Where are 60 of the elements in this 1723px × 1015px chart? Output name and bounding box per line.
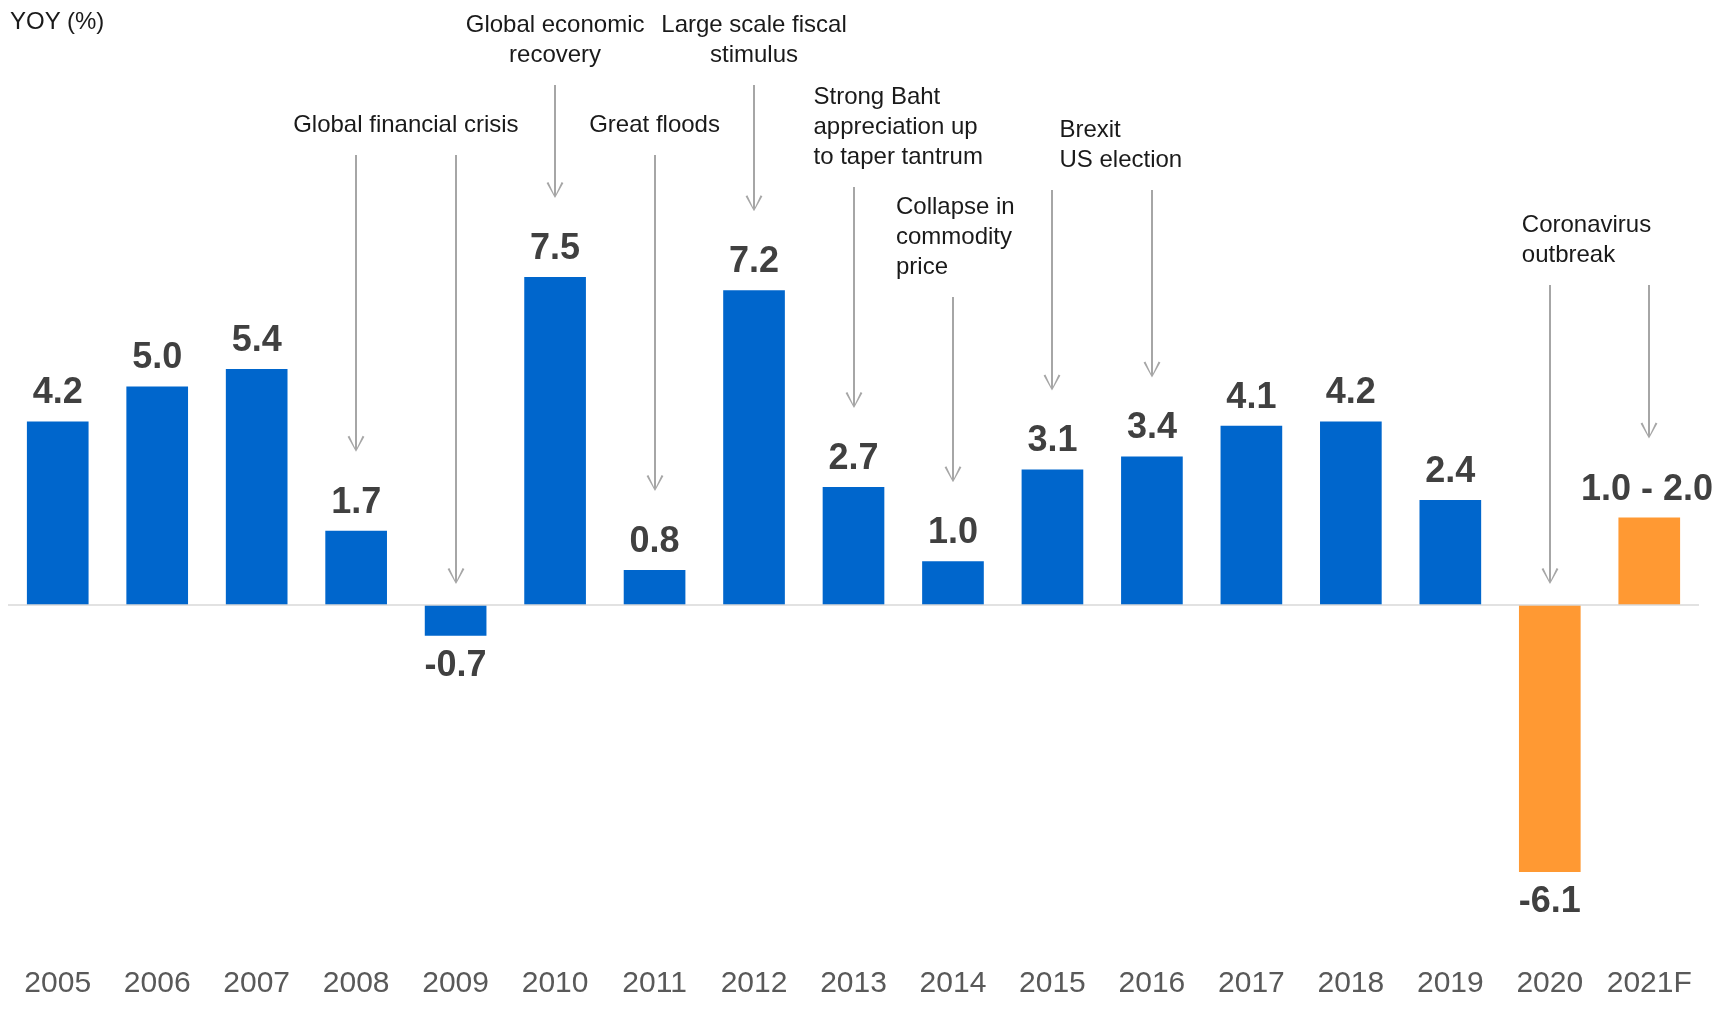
data-label: 2.4 [1425,449,1476,491]
text: Brexit US election [1059,114,1183,172]
bar [623,570,686,606]
data-label: 5.4 [231,317,282,359]
bar [1618,517,1681,606]
bar [1121,456,1183,606]
data-label: 4.1 [1226,374,1277,416]
bar [1320,421,1382,606]
x-tick-label: 2008 [322,965,390,999]
data-label: 4.2 [32,370,83,412]
x-tick-label: 2015 [1019,965,1086,999]
text: Great floods [589,109,720,137]
x-tick-label: 2013 [820,965,887,999]
x-tick-label: 2014 [919,965,987,999]
x-tick-label: 2020 [1516,965,1584,999]
x-tick-label: 2011 [622,965,687,999]
data-label: -6.1 [1518,878,1581,920]
x-tick-label: 2007 [223,965,291,999]
text: Strong Baht appreciation up to taper tantrum [813,81,983,169]
data-label: 3.4 [1126,405,1177,447]
bar [126,386,189,606]
x-tick-label: 2018 [1317,965,1385,999]
data-label: 1.0 [927,510,978,552]
data-label: 4.2 [1325,370,1376,412]
data-label: 0.8 [629,519,680,561]
data-label: 5.0 [132,335,183,377]
bar [723,290,785,606]
bar [325,530,387,606]
bar [524,277,586,606]
bar [1021,469,1084,606]
data-label: 3.1 [1027,418,1078,460]
x-tick-label: 2005 [24,965,92,999]
bar [822,487,885,606]
text: Coronavirus outbreak [1521,209,1652,267]
data-label: 2.7 [828,435,879,477]
x-tick-label: 2010 [521,965,589,999]
bar [1518,605,1581,872]
bar [26,421,89,606]
x-tick-label: 2016 [1118,965,1186,999]
bar [1220,425,1283,606]
data-label: 7.2 [729,239,780,281]
x-tick-label: 2009 [422,965,489,999]
x-tick-label: 2006 [123,965,191,999]
data-label: -0.7 [424,642,487,684]
text: Large scale fiscal stimulus [661,9,847,67]
bar [922,561,984,606]
data-label: 7.5 [530,225,581,267]
text: Global financial crisis [293,109,519,137]
text: Global economic recovery [465,9,645,67]
annotation: 1.0 - 2.0 [1580,466,1714,508]
x-tick-label: 2019 [1416,965,1484,999]
data-label: 1.7 [331,479,382,521]
bar [1419,500,1482,606]
bar [424,605,487,636]
annotation: Collapse in commodity price [895,191,1015,279]
x-tick-label: 2021F [1606,965,1692,999]
bar [225,368,288,606]
x-tick-label: 2012 [720,965,788,999]
x-tick-label: 2017 [1218,965,1285,999]
text: YOY (%) [10,6,105,34]
